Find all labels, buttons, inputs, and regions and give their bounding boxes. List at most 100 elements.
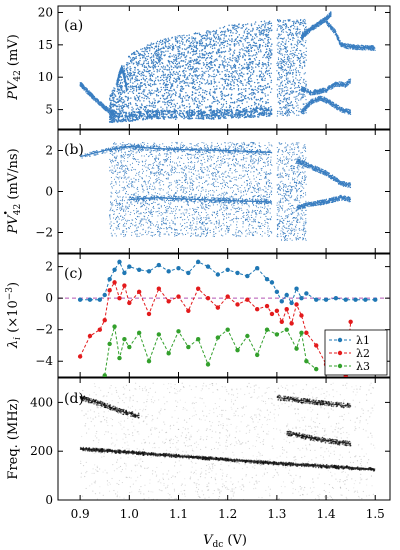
- scatter-point: [270, 108, 273, 111]
- scatter-point: [232, 71, 235, 73]
- scatter-point: [221, 92, 223, 94]
- scatter-point: [258, 31, 260, 33]
- scatter-point: [308, 27, 310, 29]
- scatter-point: [157, 91, 160, 94]
- scatter-point: [319, 24, 321, 26]
- scatter-point: [153, 59, 155, 62]
- scatter-point: [268, 20, 271, 23]
- scatter-point: [175, 71, 178, 73]
- scatter-point: [185, 92, 187, 94]
- scatter-point: [131, 87, 134, 90]
- scatter-point: [154, 105, 157, 107]
- scatter-point: [158, 80, 160, 82]
- scatter-point: [133, 111, 136, 113]
- scatter-point: [239, 110, 242, 113]
- scatter-point: [191, 38, 193, 40]
- scatter-point: [271, 49, 273, 51]
- scatter-point: [367, 47, 370, 49]
- scatter-point: [226, 82, 229, 85]
- scatter-point: [249, 80, 251, 83]
- scatter-point: [253, 81, 256, 84]
- scatter-point: [151, 105, 153, 107]
- scatter-point: [320, 20, 322, 22]
- scatter-point: [243, 107, 246, 110]
- scatter-point: [140, 63, 142, 66]
- scatter-point: [155, 52, 157, 55]
- scatter-point: [186, 47, 188, 50]
- scatter-point: [206, 44, 208, 46]
- scatter-point: [374, 49, 376, 51]
- scatter-point: [183, 80, 185, 83]
- scatter-point: [267, 114, 270, 117]
- scatter-point: [148, 73, 151, 75]
- scatter-point: [246, 42, 249, 44]
- scatter-point: [157, 117, 160, 120]
- scatter-point: [246, 66, 249, 68]
- scatter-point: [165, 39, 167, 42]
- scatter-point: [148, 89, 150, 92]
- scatter-point: [163, 38, 165, 41]
- scatter-point: [227, 78, 229, 81]
- scatter-point: [240, 88, 243, 90]
- scatter-point: [251, 66, 253, 68]
- scatter-point: [145, 77, 148, 80]
- scatter-point: [324, 19, 326, 21]
- scatter-point: [181, 101, 183, 103]
- scatter-point: [213, 43, 215, 46]
- scatter-point: [315, 23, 318, 26]
- scatter-point: [182, 60, 184, 62]
- scatter-point: [246, 110, 248, 112]
- scatter-point: [170, 83, 172, 85]
- scatter-point: [150, 42, 153, 44]
- scatter-point: [364, 49, 366, 51]
- scatter-point: [201, 74, 203, 76]
- scatter-point: [123, 119, 125, 121]
- scatter-point: [140, 112, 142, 114]
- scatter-point: [341, 45, 343, 47]
- scatter-point: [208, 106, 211, 108]
- scatter-point: [168, 89, 171, 92]
- scatter-point: [145, 116, 148, 119]
- scatter-point: [255, 56, 258, 59]
- scatter-point: [265, 30, 268, 32]
- scatter-point: [228, 61, 230, 64]
- scatter-point: [164, 98, 166, 101]
- scatter-point: [192, 54, 194, 56]
- scatter-point: [347, 48, 349, 50]
- scatter-point: [260, 98, 262, 101]
- scatter-point: [196, 115, 198, 117]
- scatter-point: [179, 114, 181, 117]
- scatter-point: [235, 72, 238, 74]
- scatter-point: [173, 58, 175, 61]
- scatter-point: [149, 66, 152, 69]
- scatter-point: [191, 97, 193, 99]
- scatter-point: [220, 41, 223, 44]
- scatter-point: [109, 118, 111, 121]
- scatter-point: [206, 115, 209, 117]
- scatter-point: [176, 46, 178, 48]
- scatter-point: [146, 62, 148, 65]
- scatter-point: [246, 23, 249, 25]
- scatter-point: [151, 110, 154, 113]
- scatter-point: [168, 110, 170, 113]
- scatter-point: [254, 111, 257, 113]
- scatter-point: [195, 100, 198, 103]
- scatter-point: [242, 45, 244, 47]
- scatter-point: [258, 47, 260, 49]
- scatter-point: [265, 35, 267, 37]
- scatter-point: [184, 61, 187, 63]
- scatter-point: [146, 104, 148, 107]
- scatter-point: [151, 109, 154, 111]
- scatter-point: [135, 56, 137, 58]
- scatter-point: [159, 56, 161, 59]
- scatter-point: [101, 102, 103, 104]
- scatter-point: [147, 64, 150, 67]
- scatter-point: [168, 79, 171, 82]
- scatter-point: [253, 41, 255, 43]
- scatter-point: [147, 61, 150, 63]
- scatter-point: [124, 103, 126, 106]
- scatter-point: [178, 112, 181, 114]
- scatter-point: [243, 73, 245, 75]
- scatter-point: [157, 45, 160, 48]
- scatter-point: [323, 18, 325, 20]
